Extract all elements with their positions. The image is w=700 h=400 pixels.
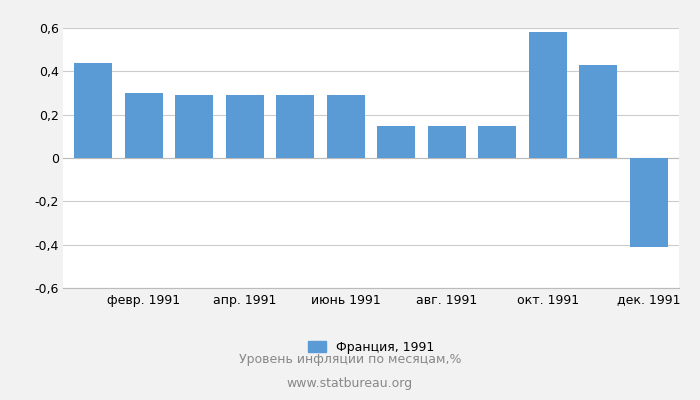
Legend: Франция, 1991: Франция, 1991 [307, 341, 435, 354]
Bar [377, 126, 415, 158]
Bar [125, 93, 162, 158]
Bar [630, 158, 668, 247]
Bar [528, 32, 567, 158]
Bar [276, 95, 314, 158]
Text: www.statbureau.org: www.statbureau.org [287, 378, 413, 390]
Bar [74, 63, 112, 158]
Bar [175, 95, 214, 158]
Bar [580, 65, 617, 158]
Bar [428, 126, 466, 158]
Text: Уровень инфляции по месяцам,%: Уровень инфляции по месяцам,% [239, 354, 461, 366]
Bar [327, 95, 365, 158]
Bar [478, 126, 516, 158]
Bar [226, 95, 264, 158]
